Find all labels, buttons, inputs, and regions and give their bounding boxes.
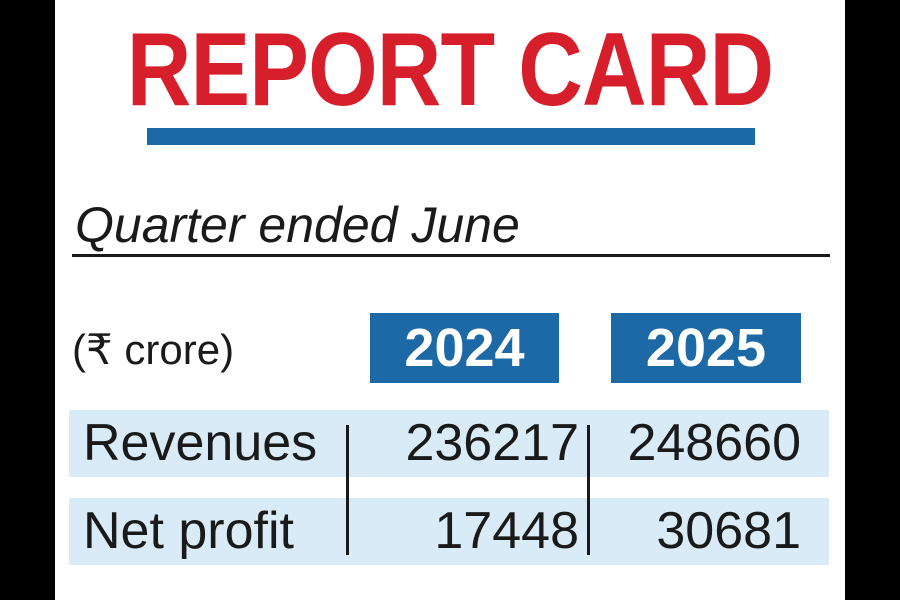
unit-label: (₹ crore) xyxy=(72,326,235,373)
period-subtitle: Quarter ended June xyxy=(75,197,520,253)
column-divider xyxy=(346,425,349,555)
value-2024: 236217 xyxy=(405,414,579,472)
year-header-2024: 2024 xyxy=(370,313,559,383)
report-card: REPORT CARD Quarter ended June (₹ crore)… xyxy=(55,0,845,600)
row-label: Revenues xyxy=(83,414,318,472)
subtitle-underline xyxy=(72,254,830,257)
table-row-net-profit: Net profit 17448 30681 xyxy=(69,498,829,565)
column-divider xyxy=(587,425,590,555)
title-underline xyxy=(147,128,755,145)
value-2024: 17448 xyxy=(434,502,579,560)
row-label: Net profit xyxy=(83,502,294,560)
table-row-revenues: Revenues 236217 248660 xyxy=(69,410,829,477)
report-title: REPORT CARD xyxy=(126,12,774,128)
year-header-2025: 2025 xyxy=(611,313,801,383)
value-2025: 248660 xyxy=(627,414,801,472)
value-2025: 30681 xyxy=(656,502,801,560)
